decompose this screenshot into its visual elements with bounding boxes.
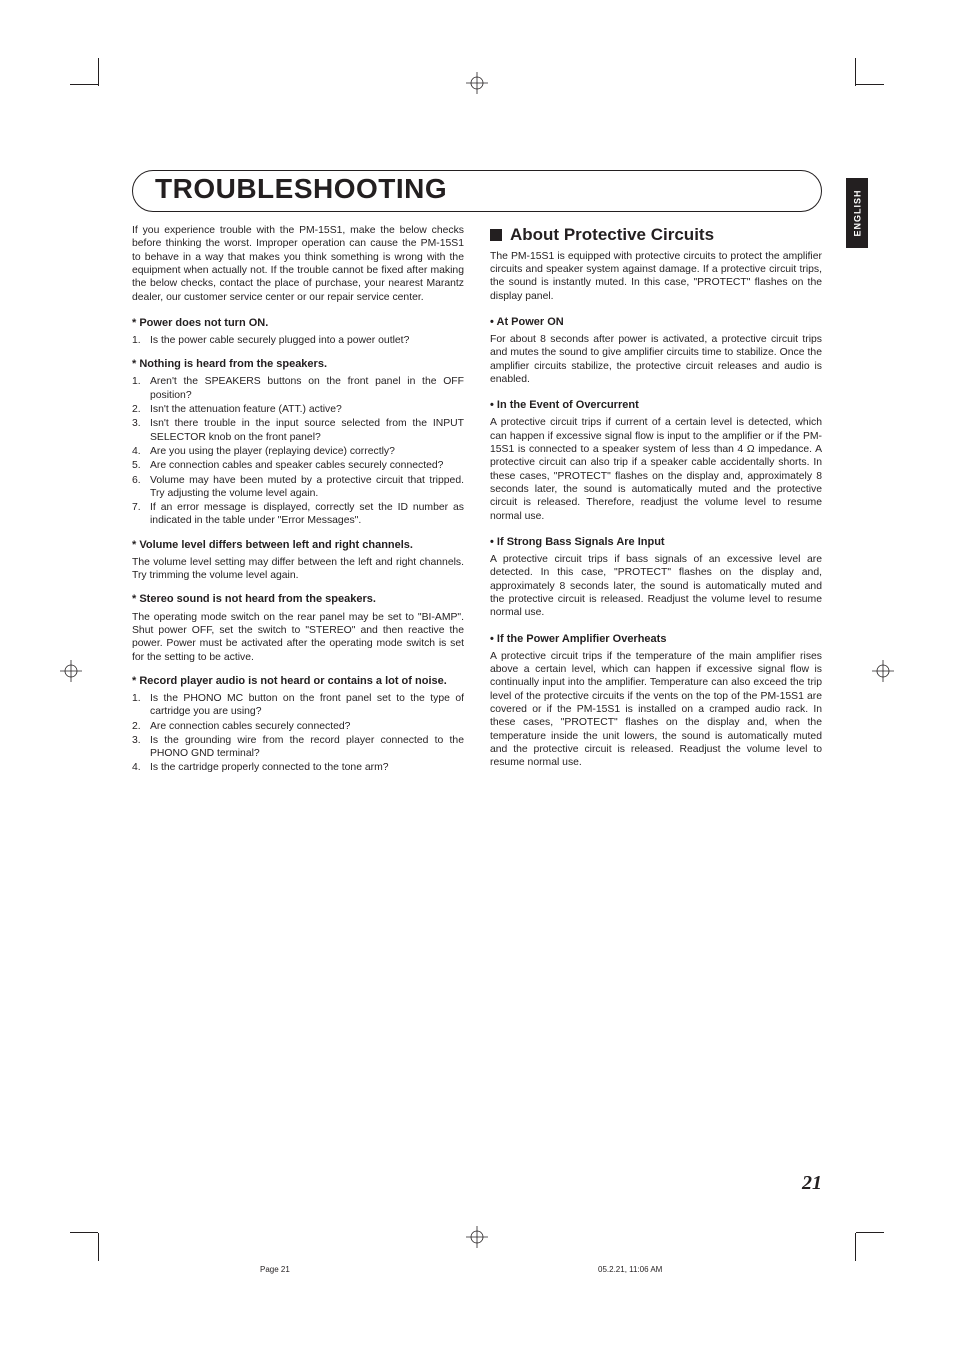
register-mark-icon — [60, 660, 82, 682]
list-item: 7.If an error message is displayed, corr… — [132, 501, 464, 528]
numbered-list: 1.Is the power cable securely plugged in… — [132, 334, 464, 347]
paragraph: A protective circuit trips if bass signa… — [490, 553, 822, 620]
list-item: 1.Is the power cable securely plugged in… — [132, 334, 464, 347]
language-tab-label: ENGLISH — [852, 189, 862, 236]
list-item: 4.Is the cartridge properly connected to… — [132, 761, 464, 774]
subheading: Volume level differs between left and ri… — [132, 538, 464, 552]
subheading: Power does not turn ON. — [132, 316, 464, 330]
crop-mark — [98, 58, 99, 86]
paragraph: The PM-15S1 is equipped with protective … — [490, 250, 822, 303]
list-number: 6. — [132, 474, 150, 501]
list-item: 3.Isn't there trouble in the input sourc… — [132, 417, 464, 444]
crop-mark — [70, 84, 98, 85]
bullet-heading: In the Event of Overcurrent — [490, 398, 822, 412]
list-number: 4. — [132, 761, 150, 774]
list-item: 2.Are connection cables securely connect… — [132, 720, 464, 733]
register-mark-icon — [466, 72, 488, 94]
list-number: 3. — [132, 417, 150, 444]
section-heading-row: About Protective Circuits — [490, 224, 822, 246]
page-title: TROUBLESHOOTING — [155, 173, 799, 205]
register-mark-icon — [872, 660, 894, 682]
section-heading: About Protective Circuits — [510, 224, 714, 246]
list-text: Isn't the attenuation feature (ATT.) act… — [150, 403, 464, 416]
crop-mark — [855, 1233, 856, 1261]
list-text: Isn't there trouble in the input source … — [150, 417, 464, 444]
columns: If you experience trouble with the PM-15… — [132, 224, 822, 781]
list-number: 2. — [132, 403, 150, 416]
list-number: 3. — [132, 734, 150, 761]
footer-timestamp: 05.2.21, 11:06 AM — [598, 1265, 662, 1274]
page: ENGLISH TROUBLESHOOTING If you experienc… — [0, 0, 954, 1353]
paragraph: The volume level setting may differ betw… — [132, 556, 464, 583]
square-bullet-icon — [490, 229, 502, 241]
list-text: Is the cartridge properly connected to t… — [150, 761, 464, 774]
title-box: TROUBLESHOOTING — [132, 170, 822, 212]
crop-mark — [856, 1232, 884, 1233]
subheading: Nothing is heard from the speakers. — [132, 357, 464, 371]
bullet-heading: If the Power Amplifier Overheats — [490, 632, 822, 646]
list-number: 1. — [132, 334, 150, 347]
list-item: 2.Isn't the attenuation feature (ATT.) a… — [132, 403, 464, 416]
list-text: Is the grounding wire from the record pl… — [150, 734, 464, 761]
list-text: If an error message is displayed, correc… — [150, 501, 464, 528]
footer-page-label: Page 21 — [260, 1265, 290, 1274]
content-area: TROUBLESHOOTING If you experience troubl… — [132, 170, 822, 781]
subheading: Stereo sound is not heard from the speak… — [132, 592, 464, 606]
register-mark-icon — [466, 1226, 488, 1248]
list-text: Volume may have been muted by a protecti… — [150, 474, 464, 501]
language-tab: ENGLISH — [846, 178, 868, 248]
list-number: 1. — [132, 692, 150, 719]
list-number: 1. — [132, 375, 150, 402]
list-text: Aren't the SPEAKERS buttons on the front… — [150, 375, 464, 402]
list-text: Is the PHONO MC button on the front pane… — [150, 692, 464, 719]
list-item: 1.Aren't the SPEAKERS buttons on the fro… — [132, 375, 464, 402]
list-item: 5.Are connection cables and speaker cabl… — [132, 459, 464, 472]
list-item: 3.Is the grounding wire from the record … — [132, 734, 464, 761]
subheading: Record player audio is not heard or cont… — [132, 674, 464, 688]
list-item: 1.Is the PHONO MC button on the front pa… — [132, 692, 464, 719]
crop-mark — [98, 1233, 99, 1261]
list-item: 4.Are you using the player (replaying de… — [132, 445, 464, 458]
list-text: Is the power cable securely plugged into… — [150, 334, 464, 347]
list-number: 5. — [132, 459, 150, 472]
crop-mark — [855, 58, 856, 86]
left-column: If you experience trouble with the PM-15… — [132, 224, 464, 781]
paragraph: The operating mode switch on the rear pa… — [132, 611, 464, 664]
paragraph: A protective circuit trips if current of… — [490, 416, 822, 523]
bullet-heading: At Power ON — [490, 315, 822, 329]
page-number: 21 — [802, 1172, 822, 1195]
list-text: Are connection cables and speaker cables… — [150, 459, 464, 472]
list-text: Are you using the player (replaying devi… — [150, 445, 464, 458]
list-text: Are connection cables securely connected… — [150, 720, 464, 733]
paragraph: A protective circuit trips if the temper… — [490, 650, 822, 770]
paragraph: For about 8 seconds after power is activ… — [490, 333, 822, 386]
numbered-list: 1.Is the PHONO MC button on the front pa… — [132, 692, 464, 775]
list-number: 4. — [132, 445, 150, 458]
list-number: 7. — [132, 501, 150, 528]
numbered-list: 1.Aren't the SPEAKERS buttons on the fro… — [132, 375, 464, 527]
intro-paragraph: If you experience trouble with the PM-15… — [132, 224, 464, 304]
right-column: About Protective Circuits The PM-15S1 is… — [490, 224, 822, 781]
bullet-heading: If Strong Bass Signals Are Input — [490, 535, 822, 549]
list-number: 2. — [132, 720, 150, 733]
crop-mark — [70, 1232, 98, 1233]
crop-mark — [856, 84, 884, 85]
list-item: 6.Volume may have been muted by a protec… — [132, 474, 464, 501]
